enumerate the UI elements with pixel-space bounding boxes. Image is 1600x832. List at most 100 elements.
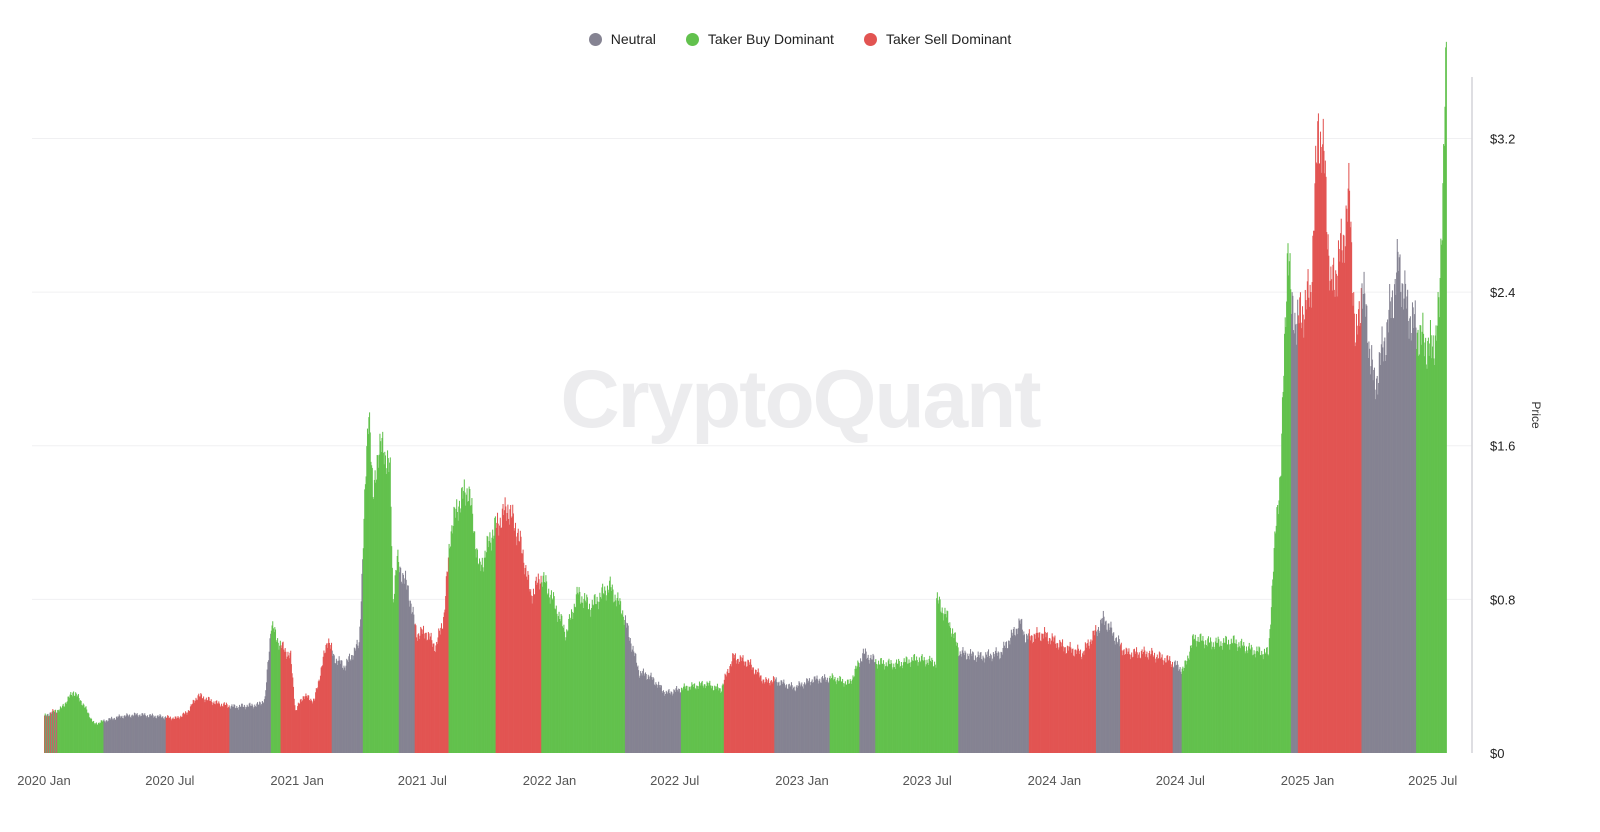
price-bar bbox=[1023, 634, 1026, 753]
price-bar bbox=[786, 684, 788, 753]
price-bar bbox=[723, 679, 725, 753]
price-bar bbox=[190, 704, 192, 753]
price-bar bbox=[994, 650, 996, 753]
price-bar bbox=[833, 680, 835, 753]
price-bar bbox=[597, 601, 599, 753]
price-bar bbox=[136, 713, 138, 753]
price-bar bbox=[995, 647, 997, 753]
price-bar bbox=[392, 599, 394, 753]
price-bar bbox=[346, 660, 348, 753]
price-bar bbox=[780, 680, 782, 753]
price-bar bbox=[340, 660, 342, 753]
price-bar bbox=[1174, 661, 1176, 753]
price-bar bbox=[790, 685, 792, 753]
price-bar bbox=[809, 682, 811, 753]
price-bar bbox=[1105, 620, 1107, 753]
price-bar bbox=[1284, 333, 1286, 753]
price-bar bbox=[1326, 232, 1328, 753]
price-bar bbox=[1058, 647, 1060, 753]
legend-item-neutral[interactable]: Neutral bbox=[588, 31, 656, 47]
price-bar bbox=[846, 684, 848, 753]
price-bar bbox=[471, 498, 473, 753]
price-bar bbox=[672, 693, 674, 753]
price-bar bbox=[106, 720, 108, 753]
price-bar bbox=[1393, 318, 1395, 753]
price-bar bbox=[1243, 642, 1245, 753]
price-bar bbox=[1001, 652, 1003, 753]
price-bar bbox=[465, 494, 467, 753]
price-bar bbox=[1364, 293, 1366, 753]
price-bar bbox=[1321, 172, 1323, 753]
price-bar bbox=[889, 663, 891, 753]
price-bar bbox=[607, 589, 609, 753]
price-bar bbox=[1122, 650, 1124, 753]
price-bar bbox=[582, 608, 584, 753]
price-bar bbox=[747, 659, 749, 753]
price-bar bbox=[843, 686, 845, 753]
price-bar bbox=[1212, 646, 1214, 753]
price-bar bbox=[1110, 621, 1112, 753]
price-bar bbox=[1083, 654, 1085, 753]
price-bar bbox=[710, 685, 712, 753]
price-bar bbox=[1315, 162, 1317, 753]
price-bar bbox=[1306, 281, 1308, 753]
price-bar bbox=[667, 690, 669, 753]
price-bar bbox=[1172, 666, 1174, 753]
price-bar bbox=[323, 650, 325, 753]
price-bar bbox=[1009, 644, 1011, 753]
price-bar bbox=[898, 658, 900, 753]
price-bar bbox=[317, 687, 319, 753]
price-bar bbox=[925, 666, 927, 753]
price-bar bbox=[693, 683, 695, 753]
price-bar bbox=[735, 660, 737, 753]
price-bar bbox=[1315, 145, 1317, 753]
price-bar bbox=[158, 716, 160, 753]
price-bar bbox=[1035, 638, 1037, 753]
price-bar bbox=[1036, 627, 1038, 753]
price-bar bbox=[1076, 650, 1078, 753]
price-bar bbox=[835, 684, 837, 753]
price-bar bbox=[218, 703, 221, 753]
price-bar bbox=[468, 486, 470, 753]
price-bar bbox=[482, 567, 484, 753]
price-bar bbox=[872, 653, 874, 753]
price-bar bbox=[110, 718, 112, 753]
price-bar bbox=[371, 467, 373, 753]
legend-item-taker-buy[interactable]: Taker Buy Dominant bbox=[685, 31, 834, 47]
legend-item-taker-sell[interactable]: Taker Sell Dominant bbox=[863, 31, 1011, 47]
price-bar bbox=[306, 696, 308, 753]
price-bar bbox=[779, 685, 781, 753]
price-bar bbox=[458, 500, 460, 753]
price-bar bbox=[971, 656, 973, 753]
price-bar bbox=[406, 589, 408, 753]
price-bar bbox=[608, 592, 610, 753]
price-bar bbox=[467, 501, 469, 753]
price-bar bbox=[201, 698, 203, 753]
price-bar bbox=[678, 688, 680, 753]
price-bar bbox=[1133, 649, 1135, 753]
price-bar bbox=[617, 592, 619, 753]
price-bar bbox=[831, 677, 833, 753]
price-bar bbox=[1351, 242, 1353, 754]
price-bar bbox=[1005, 642, 1007, 753]
price-bar bbox=[1190, 647, 1192, 753]
price-bar bbox=[1048, 637, 1050, 753]
price-bar bbox=[1189, 645, 1191, 753]
price-bar bbox=[804, 682, 806, 753]
price-bar bbox=[717, 687, 719, 753]
price-bar bbox=[654, 685, 656, 753]
price-bar bbox=[413, 614, 415, 753]
price-bar bbox=[1002, 647, 1004, 753]
price-bar bbox=[660, 684, 662, 753]
price-bar bbox=[945, 614, 947, 753]
price-bar bbox=[530, 595, 532, 753]
price-bar bbox=[988, 649, 990, 753]
price-bar bbox=[763, 679, 765, 753]
price-bar bbox=[840, 681, 842, 753]
price-bar bbox=[618, 600, 620, 753]
price-bar bbox=[926, 659, 928, 753]
price-bar bbox=[443, 612, 445, 753]
price-bar bbox=[199, 696, 201, 753]
price-bar bbox=[810, 685, 812, 753]
